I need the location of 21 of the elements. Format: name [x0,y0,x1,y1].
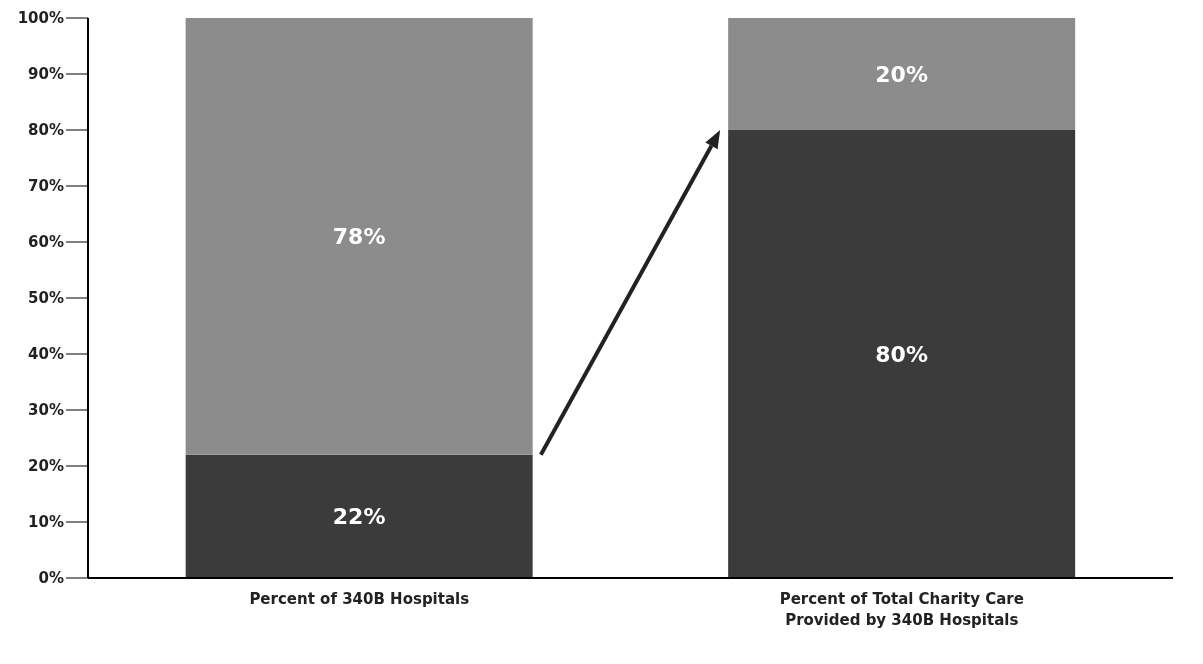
y-tick-label: 40% [28,345,64,364]
y-tick-label: 10% [28,513,64,532]
y-tick-label: 30% [28,401,64,420]
x-tick-label: Percent of 340B Hospitals [249,590,470,608]
data-label: 78% [332,224,386,250]
y-tick-label: 70% [28,177,64,196]
y-tick-label: 80% [28,121,64,140]
y-tick-label: 100% [17,9,64,28]
bar [185,18,533,455]
y-tick-label: 20% [28,457,64,476]
y-tick-label: 50% [28,289,64,308]
bar [728,130,1076,578]
bar [185,454,533,578]
y-tick-label: 0% [38,569,64,588]
bar [728,18,1076,130]
data-label: 80% [875,341,928,367]
data-label: 20% [875,61,928,87]
y-tick-label: 90% [28,65,64,84]
x-tick-label: Percent of Total Charity Care Provided by 340B Hospitals [779,590,1024,629]
y-tick-label: 60% [28,233,64,252]
data-label: 22% [332,504,386,530]
